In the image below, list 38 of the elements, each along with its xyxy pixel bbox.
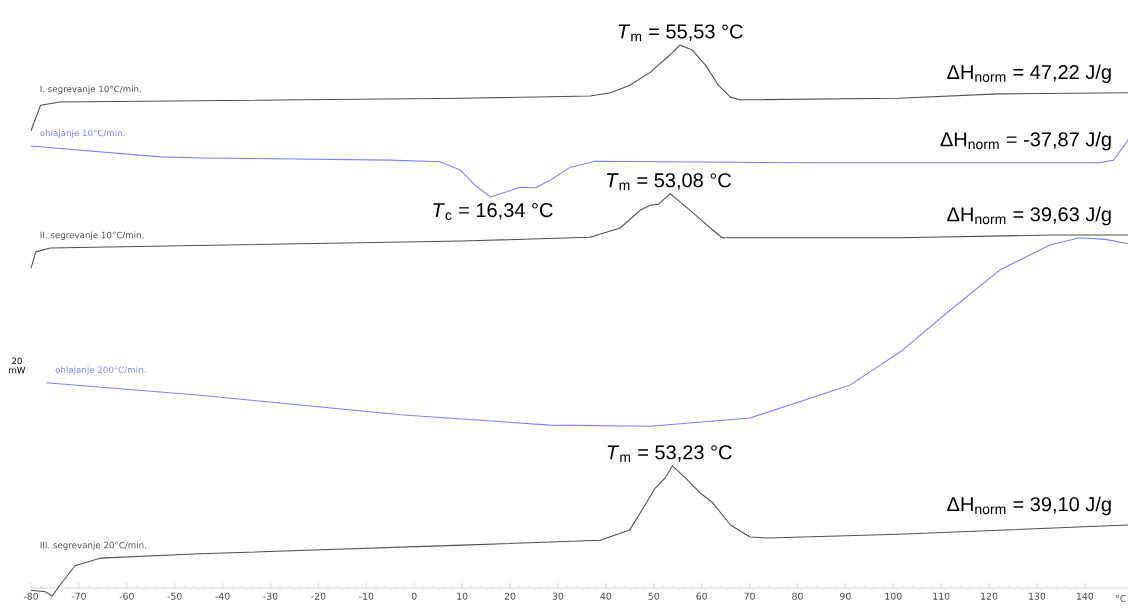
annotation: ΔH$_{norm}$ = 39,10 J/g	[947, 496, 1111, 516]
x-tick-label: 10	[457, 592, 468, 600]
x-tick-label: 0	[411, 592, 417, 600]
x-tick-label: -50	[167, 592, 182, 600]
x-tick-label: 120	[981, 592, 998, 600]
x-tick-label: 60	[696, 592, 707, 600]
x-tick-label: 20	[504, 592, 516, 600]
annotation: T$_{m}$ = 53,23 °C	[607, 445, 732, 463]
x-tick-label: 100	[885, 592, 902, 600]
text: 20 mW	[9, 357, 26, 374]
x-tick-label: -30	[263, 592, 278, 600]
x-tick-label: -40	[215, 592, 230, 600]
x-tick-label: 40	[600, 592, 612, 600]
x-tick-label: -70	[71, 592, 86, 600]
x-tick-label: 50	[648, 592, 660, 600]
series-label: ohlajanje 200°C/min.	[55, 366, 146, 375]
series-label: I. segrevanje 10°C/min.	[40, 85, 141, 94]
annotation: T$_{c}$ = 16,34 °C	[433, 202, 553, 220]
x-tick-label: -60	[119, 592, 134, 600]
series-label: ohlajanje 10°C/min.	[40, 129, 125, 138]
x-tick-label: 80	[792, 592, 803, 600]
x-tick-label: -80	[23, 592, 38, 600]
x-tick-label: 90	[840, 592, 851, 600]
x-tick-label: 110	[933, 592, 950, 600]
series-label: III. segrevanje 20°C/min.	[40, 541, 146, 551]
annotation: T$_{m}$ = 53,08 °C	[607, 173, 732, 191]
x-tick-label: 130	[1029, 592, 1046, 600]
x-tick-label: 70	[744, 592, 755, 600]
x-tick-label: -10	[359, 592, 374, 600]
x-axis-title: °C	[1116, 594, 1126, 602]
series-label: II. segrevanje 10°C/min.	[40, 231, 144, 240]
annotation: ΔH$_{norm}$ = 47,22 J/g	[947, 64, 1111, 84]
annotation: T$_{m}$ = 55,53 °C	[618, 24, 743, 42]
annotation: ΔH$_{norm}$ = 39,63 J/g	[947, 206, 1111, 226]
x-tick-label: -20	[311, 592, 326, 600]
x-tick-label: 30	[552, 592, 564, 600]
x-tick-label: 140	[1077, 592, 1094, 600]
annotation: ΔH$_{norm}$ = -37,87 J/g	[940, 131, 1111, 151]
